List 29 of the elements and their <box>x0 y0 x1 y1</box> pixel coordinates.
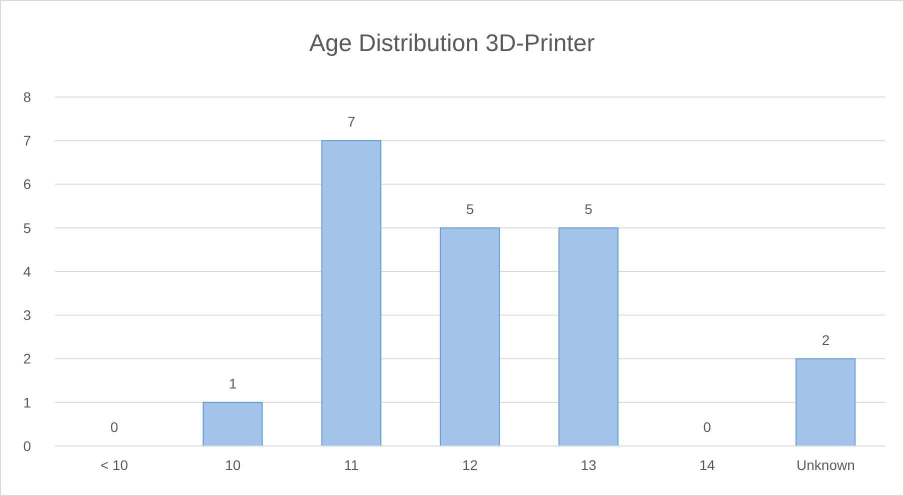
data-label: 5 <box>584 200 593 217</box>
y-tick-label: 0 <box>23 438 32 454</box>
x-tick-label: 13 <box>580 456 597 473</box>
chart-title: Age Distribution 3D-Printer <box>308 30 596 58</box>
bar <box>796 358 856 446</box>
x-tick-label: < 10 <box>100 456 128 473</box>
bar <box>202 402 263 446</box>
y-tick-label: 8 <box>23 88 32 105</box>
y-tick-label: 4 <box>23 263 32 280</box>
x-tick-label: 11 <box>344 456 359 473</box>
y-tick-label: 5 <box>23 220 32 236</box>
data-label: 5 <box>466 200 474 217</box>
x-tick-label: 14 <box>699 456 716 473</box>
bar <box>440 227 500 446</box>
y-tick-label: 3 <box>23 307 32 324</box>
data-label: 7 <box>348 114 356 130</box>
data-label: 2 <box>822 332 830 348</box>
y-tick-label: 1 <box>23 394 32 410</box>
y-tick-label: 6 <box>23 176 32 192</box>
x-tick-label: Unknown <box>796 456 855 473</box>
data-label: 0 <box>703 419 712 435</box>
x-tick-label: 12 <box>462 456 478 473</box>
y-tick-label: 7 <box>23 132 32 149</box>
bar <box>321 140 382 446</box>
y-tick-label: 2 <box>23 350 32 367</box>
data-label: 0 <box>110 419 118 435</box>
bar <box>558 227 618 446</box>
x-tick-label: 10 <box>225 456 241 473</box>
data-label: 1 <box>228 375 237 392</box>
